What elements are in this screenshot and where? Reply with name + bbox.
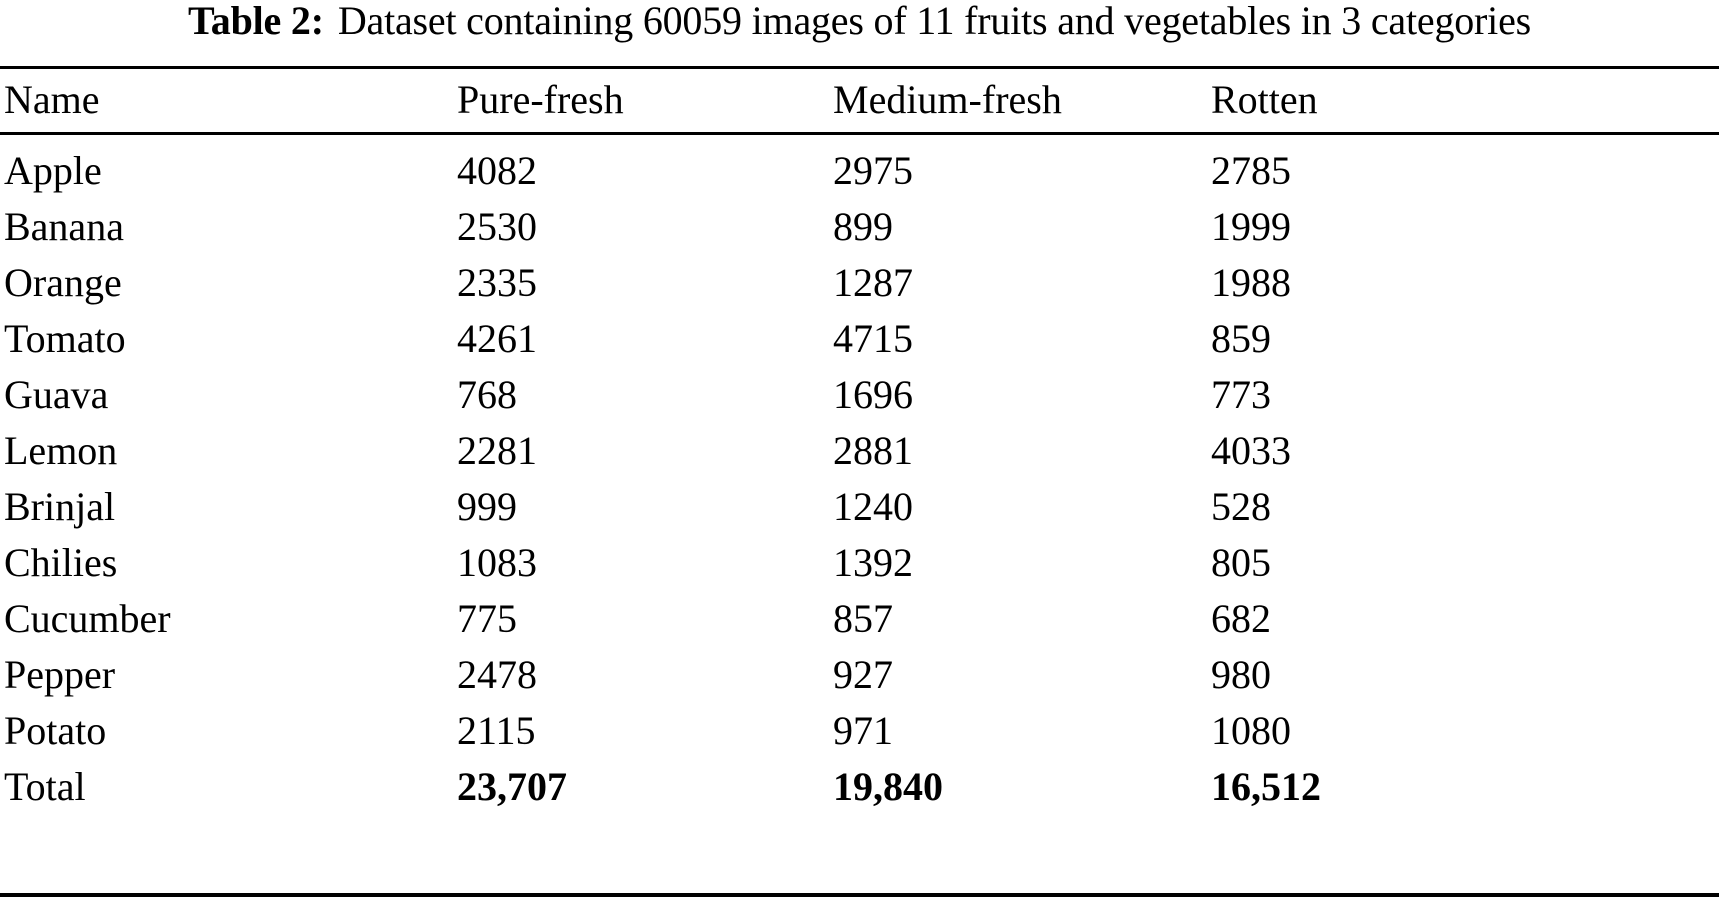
cell-rotten: 682 (1211, 596, 1271, 641)
table-row: Banana 2530 899 1999 (0, 199, 1719, 255)
top-rule (0, 66, 1719, 69)
header-medium-fresh: Medium-fresh (833, 77, 1062, 122)
total-rotten: 16,512 (1211, 764, 1321, 809)
cell-name: Tomato (4, 316, 126, 361)
cell-name: Lemon (4, 428, 118, 473)
table-row: Pepper 2478 927 980 (0, 647, 1719, 703)
cell-medium-fresh: 1392 (833, 540, 913, 585)
cell-pure-fresh: 4082 (457, 148, 537, 193)
cell-rotten: 773 (1211, 372, 1271, 417)
total-medium-fresh: 19,840 (833, 764, 943, 809)
cell-medium-fresh: 899 (833, 204, 893, 249)
header-rule (0, 132, 1719, 135)
cell-medium-fresh: 1240 (833, 484, 913, 529)
caption-label: Table 2: (187, 0, 324, 43)
cell-pure-fresh: 1083 (457, 540, 537, 585)
table-row: Orange 2335 1287 1988 (0, 255, 1719, 311)
cell-name: Orange (4, 260, 122, 305)
cell-name: Apple (4, 148, 102, 193)
cell-pure-fresh: 2478 (457, 652, 537, 697)
header-rotten: Rotten (1211, 77, 1318, 122)
cell-name: Banana (4, 204, 124, 249)
cell-pure-fresh: 2335 (457, 260, 537, 305)
table-row: Tomato 4261 4715 859 (0, 311, 1719, 367)
cell-pure-fresh: 775 (457, 596, 517, 641)
table-row: Chilies 1083 1392 805 (0, 535, 1719, 591)
cell-pure-fresh: 2530 (457, 204, 537, 249)
cell-pure-fresh: 4261 (457, 316, 537, 361)
cell-medium-fresh: 971 (833, 708, 893, 753)
table-header-row: Name Pure-fresh Medium-fresh Rotten (0, 72, 1719, 128)
cell-rotten: 528 (1211, 484, 1271, 529)
cell-medium-fresh: 2881 (833, 428, 913, 473)
table-row: Brinjal 999 1240 528 (0, 479, 1719, 535)
cell-medium-fresh: 1287 (833, 260, 913, 305)
cell-rotten: 805 (1211, 540, 1271, 585)
cell-name: Brinjal (4, 484, 116, 529)
cell-rotten: 859 (1211, 316, 1271, 361)
cell-rotten: 2785 (1211, 148, 1291, 193)
cell-medium-fresh: 2975 (833, 148, 913, 193)
table-row: Lemon 2281 2881 4033 (0, 423, 1719, 479)
table-row: Potato 2115 971 1080 (0, 703, 1719, 759)
bottom-rule (0, 893, 1719, 897)
cell-rotten: 1988 (1211, 260, 1291, 305)
table-row: Cucumber 775 857 682 (0, 591, 1719, 647)
cell-rotten: 1080 (1211, 708, 1291, 753)
cell-medium-fresh: 857 (833, 596, 893, 641)
cell-pure-fresh: 768 (457, 372, 517, 417)
total-label: Total (4, 764, 86, 809)
cell-medium-fresh: 1696 (833, 372, 913, 417)
cell-name: Potato (4, 708, 107, 753)
cell-name: Pepper (4, 652, 116, 697)
table-caption: Table 2: Dataset containing 60059 images … (0, 0, 1719, 48)
table-row: Guava 768 1696 773 (0, 367, 1719, 423)
cell-name: Guava (4, 372, 109, 417)
cell-pure-fresh: 999 (457, 484, 517, 529)
cell-rotten: 980 (1211, 652, 1271, 697)
header-name: Name (4, 77, 100, 122)
table-row: Apple 4082 2975 2785 (0, 143, 1719, 199)
cell-medium-fresh: 4715 (833, 316, 913, 361)
cell-rotten: 4033 (1211, 428, 1291, 473)
cell-medium-fresh: 927 (833, 652, 893, 697)
cell-name: Chilies (4, 540, 118, 585)
total-pure-fresh: 23,707 (457, 764, 567, 809)
cell-rotten: 1999 (1211, 204, 1291, 249)
table-total-row: Total 23,707 19,840 16,512 (0, 759, 1719, 815)
caption-text: Dataset containing 60059 images of 11 fr… (337, 0, 1531, 43)
header-pure-fresh: Pure-fresh (457, 77, 624, 122)
cell-pure-fresh: 2115 (457, 708, 536, 753)
cell-pure-fresh: 2281 (457, 428, 537, 473)
cell-name: Cucumber (4, 596, 171, 641)
